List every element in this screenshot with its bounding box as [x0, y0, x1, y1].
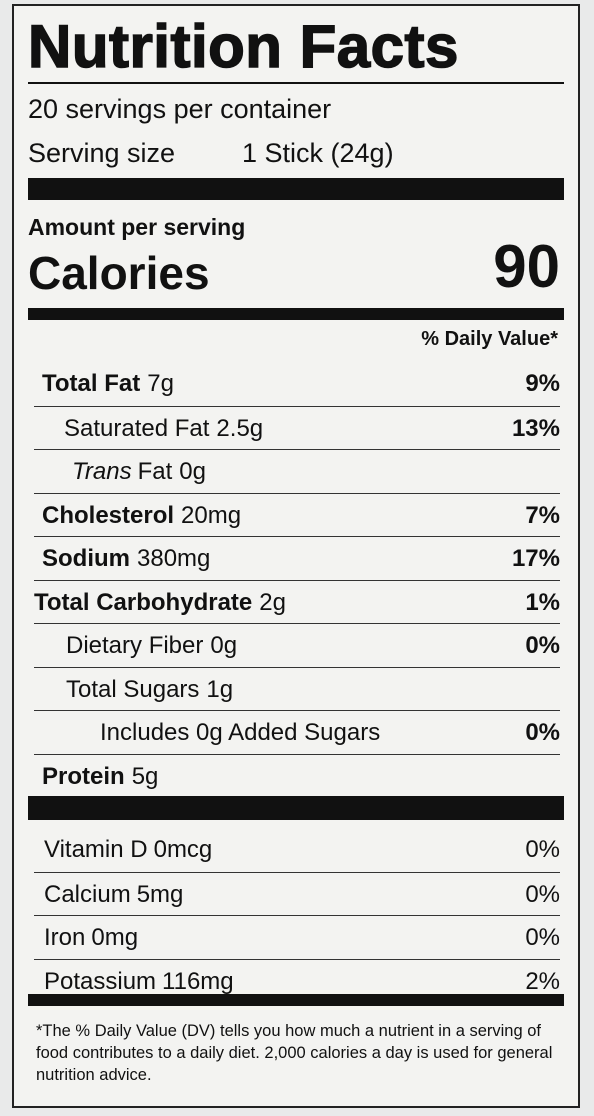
medium-bar [28, 994, 564, 1006]
daily-value: 0% [525, 836, 560, 863]
daily-value: 0% [525, 632, 560, 659]
nutrient-name: Dietary Fiber [66, 632, 204, 659]
nutrient-amount: 7g [147, 370, 174, 397]
daily-value: 1% [525, 588, 560, 616]
vitamin-row: Iron 0mg 0% [34, 915, 560, 960]
nutrient-name: Fat [137, 458, 173, 485]
medium-bar [28, 308, 564, 320]
nutrient-name: Cholesterol [42, 501, 175, 529]
vitamin-name: Iron [44, 924, 86, 951]
nutrient-row: Cholesterol 20mg 7% [34, 492, 560, 538]
nutrient-amount: 20mg [181, 501, 242, 529]
vitamin-row: Calcium 5mg 0% [34, 871, 560, 917]
vitamin-name: Vitamin D [44, 836, 148, 863]
nutrient-row: Includes 0g Added Sugars 0% [34, 710, 560, 755]
serving-size-label: Serving size [28, 138, 176, 168]
nutrient-name: Includes 0g Added Sugars [100, 719, 381, 746]
footnote: *The % Daily Value (DV) tells you how mu… [36, 1022, 553, 1084]
nutrient-name: Total Fat [42, 370, 141, 397]
thick-bar [28, 178, 564, 200]
nutrition-label: Nutrition Facts 20 servings per containe… [12, 4, 580, 1108]
calories-value: 90 [493, 233, 560, 300]
vitamin-amount: 0mg [91, 924, 139, 951]
nutrient-row: Saturated Fat 2.5g 13% [34, 405, 560, 451]
vitamin-amount: 5mg [136, 880, 184, 908]
vitamin-name: Calcium [44, 880, 131, 908]
nutrient-name: Total Carbohydrate [34, 588, 253, 616]
daily-value: 2% [525, 967, 560, 995]
nutrient-amount: 380mg [137, 545, 211, 572]
title: Nutrition Facts [27, 12, 459, 81]
daily-value: 0% [525, 924, 560, 951]
daily-value: 0% [525, 880, 560, 908]
thick-bar [28, 796, 564, 820]
vitamin-row: Potassium 116mg 2% [34, 958, 560, 1004]
amount-per-serving: Amount per serving [28, 214, 246, 240]
daily-value: 7% [525, 501, 560, 529]
nutrient-row: Dietary Fiber 0g 0% [34, 623, 560, 668]
nutrient-amount: 2.5g [216, 414, 264, 442]
nutrient-name: Total Sugars [66, 675, 200, 703]
nutrient-row: Protein 5g [34, 753, 560, 799]
servings: 20 servings per container [28, 94, 332, 124]
nutrient-row: Total Sugars 1g [34, 666, 560, 712]
vitamin-row: Vitamin D 0mcg 0% [34, 828, 560, 872]
vitamin-name: Potassium [44, 967, 157, 995]
nutrient-name: Sodium [42, 545, 130, 572]
serving-size: 1 Stick (24g) [242, 138, 394, 168]
vitamin-amount: 0mcg [153, 836, 213, 863]
calories-label: Calories [28, 247, 210, 299]
daily-value: 9% [525, 370, 560, 397]
nutrient-amount: 0g [210, 632, 238, 659]
nutrient-amount: 2g [259, 588, 286, 616]
daily-value: 0% [525, 719, 560, 746]
daily-value: 17% [511, 545, 560, 572]
daily-value: 13% [511, 414, 560, 442]
nutrient-row: Total Fat 7g 9% [34, 362, 560, 406]
rule [28, 82, 564, 84]
nutrient-row: Trans Fat 0g [34, 449, 560, 494]
nutrient-amount: 5g [131, 762, 159, 790]
nutrient-row: Sodium 380mg 17% [34, 536, 560, 581]
daily-value-header: % Daily Value* [421, 328, 558, 350]
vitamin-amount: 116mg [162, 967, 234, 995]
nutrient-name: Saturated Fat [64, 414, 210, 442]
nutrient-name: Protein [42, 762, 125, 790]
nutrient-name-italic: Trans [72, 458, 132, 485]
nutrient-amount: 1g [206, 675, 234, 703]
nutrient-row: Total Carbohydrate 2g 1% [34, 579, 560, 625]
nutrient-amount: 0g [179, 458, 206, 485]
